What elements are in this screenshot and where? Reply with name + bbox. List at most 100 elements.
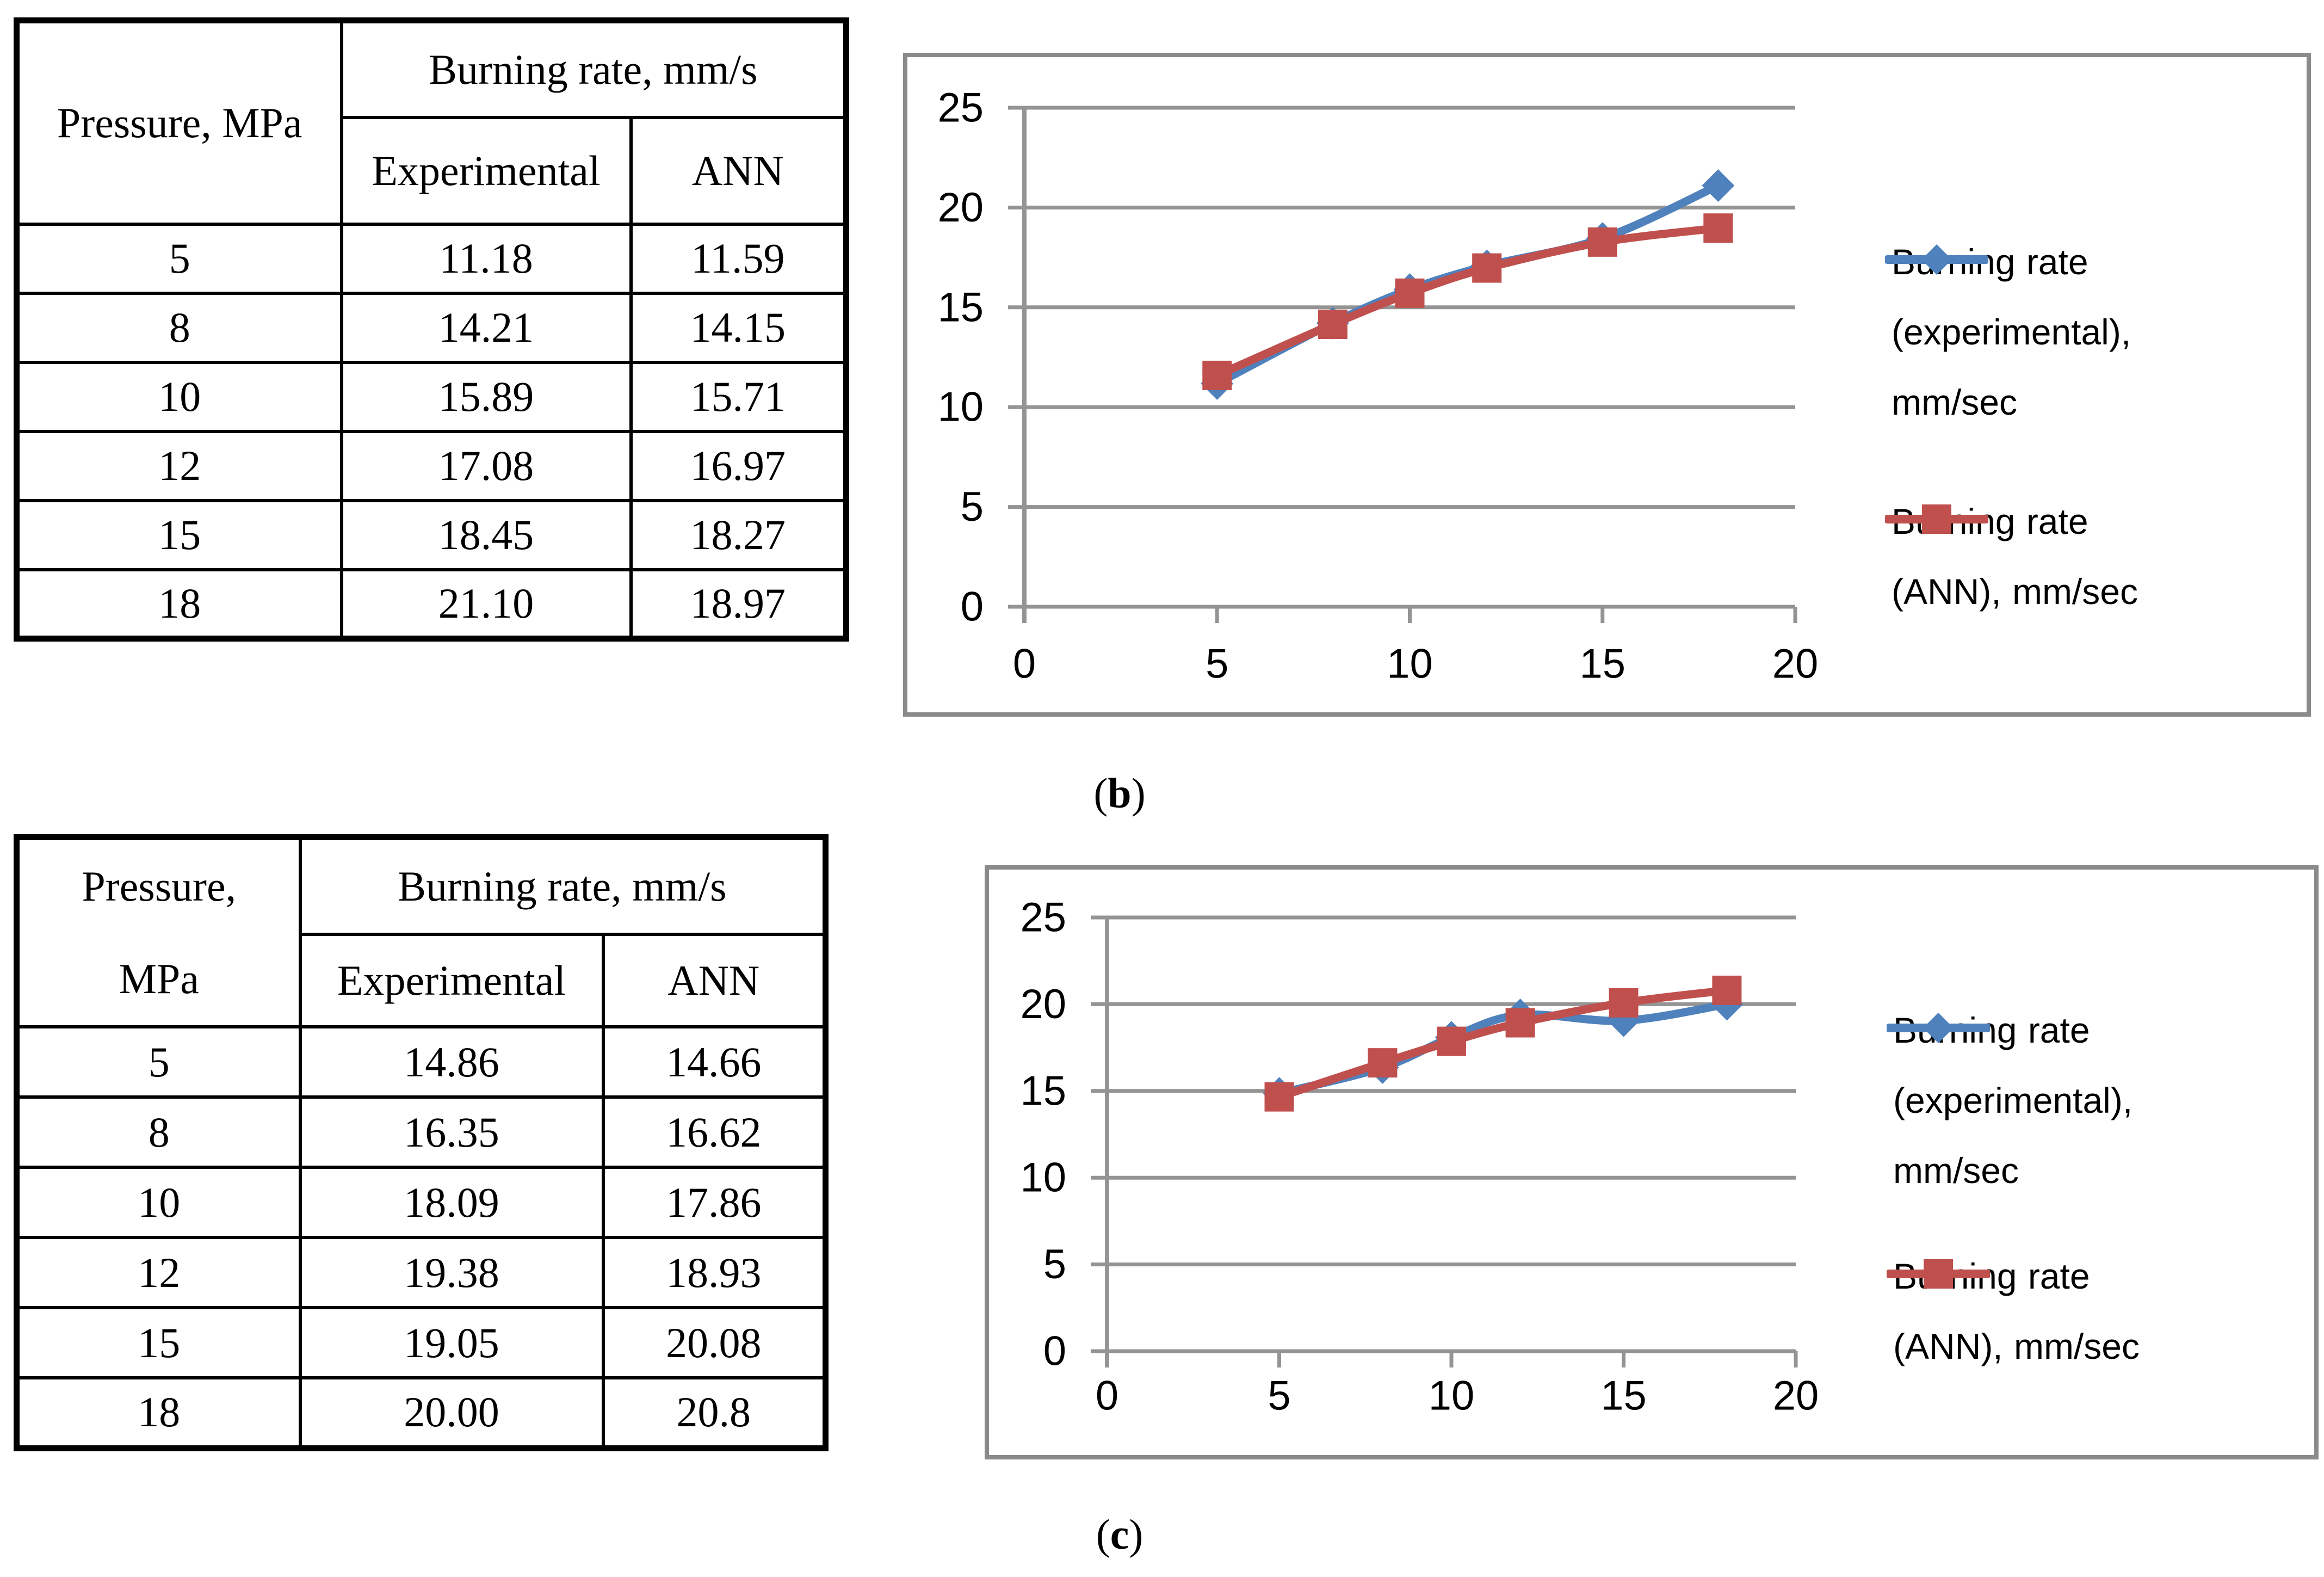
y-tick-label: 15	[1020, 1068, 1066, 1114]
caption-b: (b)	[1093, 769, 1146, 817]
table-cell: 20.8	[601, 1376, 827, 1450]
table-body: 5 14.86 14.66 8 16.35 16.62 10 18.09 17.86 12 19.3…	[15, 1025, 827, 1450]
ann-header-cell: ANN	[629, 115, 848, 226]
pressure-header-cell: Pressure, MPa	[15, 19, 343, 226]
pressure-header-label: Pressure, MPa	[57, 98, 302, 146]
table-cell: 15	[15, 1306, 302, 1379]
legend-entry: Burning rate (ANN), mm/sec	[1885, 486, 2196, 627]
marker-square	[1395, 278, 1425, 308]
x-tick-label: 0	[1096, 1373, 1118, 1419]
table-cell: 19.05	[298, 1306, 605, 1379]
legend-entry: Burning rate (experimental), mm/sec	[1885, 227, 2196, 438]
table-cell: 16.35	[298, 1095, 605, 1169]
burning-rate-group-label: Burning rate, mm/s	[429, 45, 758, 93]
x-tick-label: 5	[1268, 1373, 1290, 1419]
table-cell: 14.21	[339, 291, 633, 364]
marker-square	[1924, 1259, 1953, 1289]
legend-marker-canvas	[1885, 504, 1988, 534]
table-cell: 17.86	[601, 1166, 827, 1239]
x-tick-label: 15	[1600, 1373, 1647, 1419]
table-cell: 21.10	[339, 568, 633, 640]
marker-square	[1505, 1008, 1535, 1038]
x-tick-label: 15	[1579, 641, 1625, 687]
table-cell: 18.97	[629, 568, 848, 640]
table-header-row: Pressure, MPa Burning rate, mm/s	[15, 19, 848, 226]
marker-square	[1202, 360, 1232, 390]
marker-square	[1437, 1026, 1466, 1056]
legend-label: Burning rate (ANN), mm/sec	[1893, 1255, 2140, 1366]
y-tick-label: 20	[1020, 981, 1066, 1027]
table-row: 8 16.35 16.62	[15, 1095, 827, 1169]
table-row: 12 19.38 18.93	[15, 1236, 827, 1309]
burning-rate-group-label: Burning rate, mm/s	[398, 863, 727, 910]
ann-header-cell: ANN	[601, 933, 827, 1028]
chart-canvas: 0 5 10 15 20 25 0 5 10 15 20	[1020, 895, 1819, 1419]
pressure-burning-rate-table-c: Pressure, MPa Burning rate, mm/s Experim…	[14, 834, 829, 1451]
series-line	[1213, 181, 1722, 388]
marker-diamond	[1921, 244, 1952, 275]
pressure-header-line1: Pressure,	[82, 863, 237, 910]
table-body: 5 11.18 11.59 8 14.21 14.15 10 15.89 15.71 12 17.0…	[15, 222, 848, 640]
pressure-header-line2: MPa	[119, 955, 199, 1002]
table-cell: 5	[15, 222, 343, 295]
table-cell: 12	[15, 429, 343, 502]
x-tick-label: 20	[1773, 1373, 1819, 1419]
x-tick-label: 20	[1772, 641, 1819, 687]
y-tick-label: 25	[1020, 895, 1066, 941]
table-subheader-row: Experimental ANN	[17, 115, 848, 226]
marker-square	[1712, 975, 1742, 1005]
pressure-header-cell: Pressure, MPa	[15, 835, 302, 1028]
x-tick-label: 0	[1013, 641, 1036, 687]
table-cell: 8	[15, 1095, 302, 1169]
marker-square	[1922, 504, 1951, 534]
chart-canvas: 0 5 10 15 20 25 0 5 10 15 20	[937, 85, 1819, 687]
table-cell: 18.27	[629, 498, 848, 571]
y-tick-label: 25	[937, 85, 984, 131]
table-cell: 11.59	[629, 222, 848, 295]
table-cell: 14.66	[601, 1025, 827, 1099]
table-cell: 15.71	[629, 360, 848, 433]
line-chart-c: 0 5 10 15 20 25 0 5 10 15 20 Burning rate (experime…	[985, 865, 2319, 1459]
series-line	[1275, 986, 1731, 1101]
series-line	[1213, 224, 1722, 380]
table-header-row: Pressure, MPa Burning rate, mm/s	[15, 835, 827, 1028]
table-cell: 5	[15, 1025, 302, 1099]
table-row: 15 18.45 18.27	[15, 498, 848, 571]
table-cell: 10	[15, 1166, 302, 1239]
table-cell: 16.62	[601, 1095, 827, 1169]
table-cell: 15	[15, 498, 343, 571]
legend-marker-canvas	[1885, 244, 1988, 275]
table-row: 8 14.21 14.15	[15, 291, 848, 364]
burning-rate-group-header-cell: Burning rate, mm/s	[339, 19, 848, 119]
y-tick-label: 5	[961, 484, 984, 530]
table-subheader-row: Experimental ANN	[17, 933, 827, 1028]
marker-square	[1703, 213, 1733, 243]
marker-square	[1368, 1048, 1398, 1078]
table-cell: 12	[15, 1236, 302, 1309]
legend-marker-canvas	[1887, 1012, 1990, 1043]
marker-square	[1609, 988, 1639, 1018]
caption-c: (c)	[1096, 1511, 1144, 1558]
y-tick-label: 10	[937, 384, 984, 430]
table-cell: 20.00	[298, 1376, 605, 1450]
legend-entry: Burning rate (ANN), mm/sec	[1887, 1241, 2198, 1382]
x-tick-label: 10	[1387, 641, 1433, 687]
table-cell: 18.45	[339, 498, 633, 571]
table-cell: 17.08	[339, 429, 633, 502]
legend-label: Burning rate (experimental), mm/sec	[1892, 241, 2131, 422]
table-cell: 8	[15, 291, 343, 364]
table-cell: 15.89	[339, 360, 633, 433]
table-cell: 18.09	[298, 1166, 605, 1239]
y-tick-label: 0	[961, 584, 984, 630]
table-cell: 18	[15, 568, 343, 640]
table-cell: 16.97	[629, 429, 848, 502]
y-tick-label: 0	[1043, 1328, 1066, 1375]
table-row: 15 19.05 20.08	[15, 1306, 827, 1379]
marker-square	[1318, 309, 1348, 339]
table-cell: 18	[15, 1376, 302, 1450]
table-cell: 10	[15, 360, 343, 433]
table-cell: 14.15	[629, 291, 848, 364]
table-cell: 19.38	[298, 1236, 605, 1309]
marker-diamond	[1923, 1012, 1954, 1043]
marker-square	[1264, 1082, 1294, 1112]
